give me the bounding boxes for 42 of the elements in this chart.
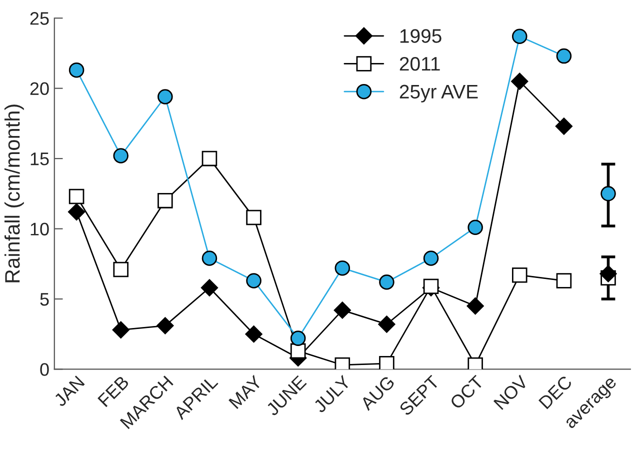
- legend-label: 2011: [400, 56, 440, 71]
- point: [158, 193, 173, 208]
- point: [112, 321, 130, 338]
- point: [600, 265, 617, 282]
- point: [379, 274, 394, 290]
- point: [200, 279, 218, 296]
- point: [68, 188, 84, 204]
- point: [202, 250, 218, 266]
- point: [68, 62, 84, 78]
- point: [158, 89, 173, 104]
- y-tick-label: 0: [40, 363, 49, 376]
- point: [202, 150, 218, 166]
- point: [556, 48, 572, 64]
- point: [246, 273, 262, 288]
- point: [334, 302, 351, 319]
- point: [466, 297, 484, 315]
- point: [68, 203, 86, 220]
- y-tick-label: 20: [30, 82, 49, 96]
- y-tick-label: 15: [30, 152, 49, 166]
- point: [334, 260, 350, 276]
- point: [423, 278, 439, 294]
- point: [290, 330, 306, 346]
- y-tick-label: 25: [30, 12, 49, 25]
- point: [378, 316, 396, 333]
- y-tick-label: 10: [30, 222, 49, 236]
- y-axis-title: Rainfall (cm/month): [4, 104, 24, 282]
- point: [113, 262, 128, 278]
- point: [512, 28, 528, 44]
- point: [423, 250, 439, 266]
- point: [512, 267, 528, 283]
- point: [156, 317, 174, 334]
- point: [511, 72, 528, 90]
- point: [555, 118, 572, 135]
- legend-label: 1995: [400, 29, 442, 43]
- point: [245, 326, 262, 343]
- y-tick-label: 5: [40, 293, 49, 306]
- point: [600, 186, 616, 202]
- x-tick-label: JAN: [53, 376, 85, 408]
- point: [246, 210, 262, 226]
- point: [113, 148, 128, 164]
- point: [468, 220, 483, 235]
- legend-label: 25yr AVE: [400, 84, 478, 102]
